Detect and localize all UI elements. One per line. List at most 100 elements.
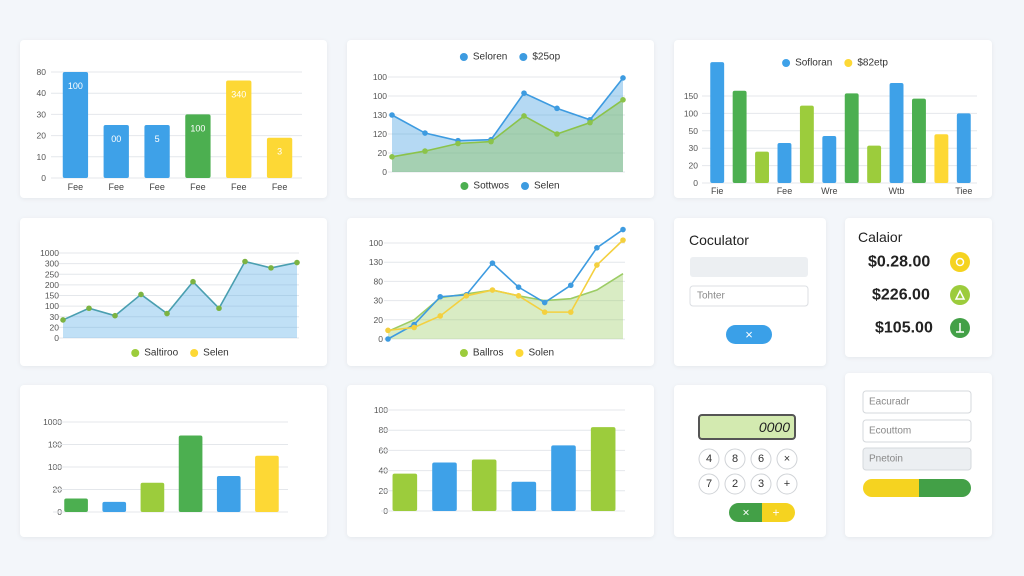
form-widget: Eacuradr Ecouttom Pnetoin [862,390,972,497]
bar [777,142,792,183]
field-label: Eacuradr [869,397,910,408]
panel [20,218,327,366]
icon[interactable] [950,252,970,272]
point [242,258,248,265]
y-tick-label: 30 [374,296,384,306]
point [190,278,196,285]
legend-marker [459,349,468,357]
input[interactable] [862,390,972,414]
bar [266,137,293,178]
y-tick-label: 30 [37,109,47,119]
icon-glyph [954,289,966,300]
x-tick-label: Fee [68,182,84,192]
point [385,327,391,334]
line [387,228,624,340]
legend-marker [782,59,791,67]
x-tick-label: Wtb [889,186,905,196]
line [62,260,298,321]
legend-marker [459,53,468,61]
point [422,148,428,154]
bar [178,435,203,512]
bar-green[interactable] [919,479,933,497]
widget-title: Coculator [689,232,749,248]
y-tick-label: 130 [369,257,383,267]
legend-label: Sottwos [473,181,509,192]
bar [255,455,279,512]
key-label: 3 [758,478,764,490]
y-tick-label: 20 [374,315,384,325]
display-text: 0000 [759,419,790,435]
point [554,105,560,112]
point [620,97,626,103]
y-tick-label: 0 [41,173,46,183]
input[interactable] [862,419,972,443]
point [138,291,144,298]
point [620,237,626,243]
x-tick-label: Tiee [955,186,972,196]
legend-marker [190,349,199,357]
key[interactable] [776,448,798,470]
display [698,414,796,440]
point [463,293,470,299]
key[interactable] [698,473,720,495]
legend-label: Selen [534,181,560,192]
icon-glyph [955,257,965,267]
x-tick-label: Fee [272,182,288,192]
y-tick-label: 1000 [40,248,59,258]
bar [144,125,170,178]
point [411,324,417,331]
y-tick-label: 20 [378,148,388,158]
point [385,336,391,342]
point [594,262,600,268]
y-tick-label: 100 [369,238,383,248]
legend-marker [519,53,528,61]
bar [844,93,859,183]
point [268,265,274,271]
input[interactable] [690,257,808,277]
legend-label: Ballros [473,348,504,359]
y-tick-label: 1000 [43,417,62,427]
x-tick-label: Fee [108,182,124,192]
bar [103,125,129,178]
converter-widget: Coculator Tohter × [689,232,809,344]
key[interactable] [698,448,720,470]
key[interactable] [750,473,772,495]
amount: $105.00 [875,320,933,337]
bar [226,80,252,178]
legend-label: Selen [203,348,229,359]
y-tick-label: 30 [689,143,699,153]
input[interactable] [862,447,972,471]
point [541,299,548,306]
key[interactable] [750,448,772,470]
bar [392,473,418,511]
key[interactable] [724,473,746,495]
bar-yellow[interactable] [905,479,919,497]
toggle-label: + [772,506,779,520]
point [389,112,395,118]
key[interactable] [776,473,798,495]
legend-marker [131,349,140,357]
button[interactable] [726,325,772,344]
field-label: Ecouttom [869,426,911,437]
bar [934,134,949,183]
keypad-widget: 0000 4 8 6 × 7 2 3 + × + [698,414,798,522]
bar-text: 5 [155,134,160,144]
point [112,312,118,319]
point [587,119,593,126]
bar [799,105,814,183]
y-tick-label: 50 [689,126,699,136]
bar [102,501,127,512]
input[interactable] [689,285,809,307]
amount: $0.28.00 [868,254,930,271]
x-tick-label: Fie [711,186,724,196]
amount: $226.00 [872,287,930,304]
bar [471,459,497,511]
icon-glyph [956,323,964,333]
toggle-right[interactable] [762,503,778,522]
toggle-left[interactable] [745,503,762,522]
key-label: 2 [732,478,738,490]
y-tick-label: 0 [54,333,59,343]
icon[interactable] [950,285,970,305]
key[interactable] [724,448,746,470]
